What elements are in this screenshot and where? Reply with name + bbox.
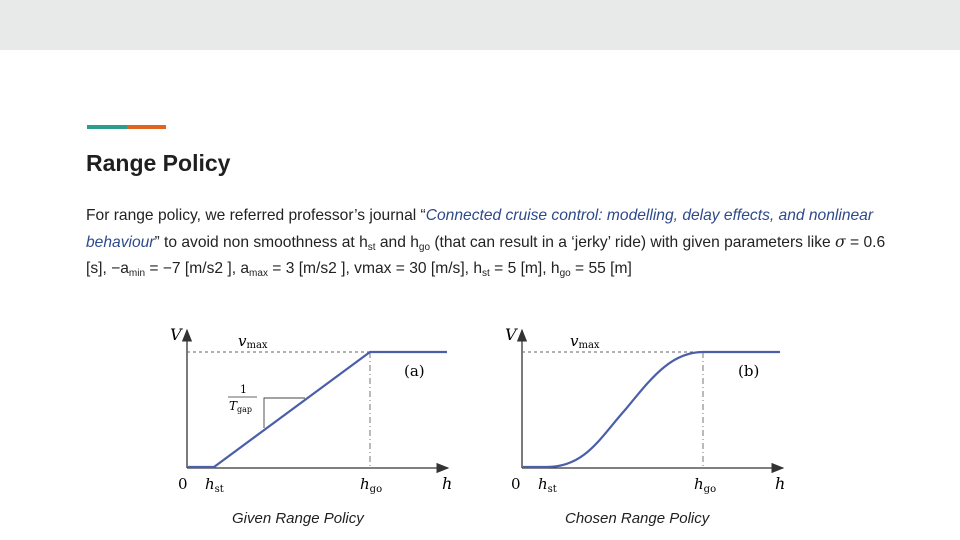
slope-triangle — [263, 397, 305, 428]
y-axis-label: V — [170, 325, 183, 344]
slope-denominator: Tgap — [229, 399, 252, 414]
accent-bar-orange — [127, 125, 166, 129]
slide-title: Range Policy — [86, 150, 231, 176]
hgo-label: hgo — [694, 475, 716, 495]
x-axis-label: h — [775, 474, 785, 493]
hst-label: hst — [205, 475, 224, 495]
top-band — [0, 0, 960, 50]
caption-chosen-range-policy: Chosen Range Policy — [565, 510, 710, 527]
journal-title: Connected cruise control: modelling, del… — [86, 207, 874, 251]
figure-tag: (b) — [738, 362, 759, 380]
slope-numerator: 1 — [240, 383, 247, 396]
origin-label: 0 — [511, 475, 521, 493]
origin-label: 0 — [178, 475, 188, 493]
range-policy-figure-b: V h 0 vmax hst hgo (b) — [505, 325, 785, 495]
accent-bar-teal — [87, 125, 127, 129]
y-axis-label: V — [505, 325, 518, 344]
hst-label: hst — [538, 475, 557, 495]
caption-given-range-policy: Given Range Policy — [232, 510, 364, 527]
range-policy-curve-b — [523, 350, 780, 469]
body-paragraph: For range policy, we referred professor’… — [86, 207, 886, 279]
figure-tag: (a) — [404, 362, 425, 380]
vmax-label: vmax — [570, 332, 600, 351]
hgo-label: hgo — [360, 475, 382, 495]
x-axis-label: h — [442, 474, 452, 493]
sigma-symbol: σ — [835, 233, 846, 251]
range-policy-figure-a: V h 0 vmax hst hgo (a) 1 Tgap — [170, 325, 452, 495]
vmax-label: vmax — [238, 332, 268, 351]
range-policy-curve-a — [188, 350, 447, 469]
